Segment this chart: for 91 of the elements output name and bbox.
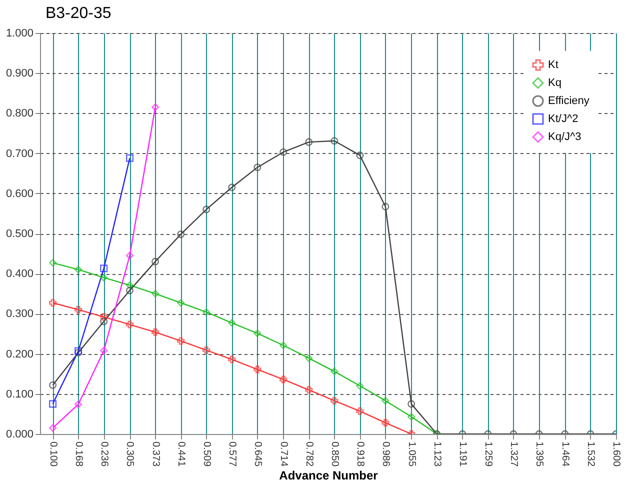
point xyxy=(228,356,236,364)
y-tick-label: 0.000 xyxy=(6,428,34,440)
point xyxy=(305,354,313,362)
x-tick-label: 1.055 xyxy=(406,442,417,467)
x-tick-label: 0.782 xyxy=(303,442,314,467)
point xyxy=(356,152,364,160)
x-tick-label: 0.986 xyxy=(380,442,391,467)
point xyxy=(280,376,288,384)
point xyxy=(228,319,236,327)
x-tick-label: 0.918 xyxy=(354,442,366,467)
y-tick-label: 1.000 xyxy=(6,28,34,40)
y-tick-label: 0.700 xyxy=(6,148,34,160)
chart-title: B3-20-35 xyxy=(45,5,112,22)
x-tick-label: 1.259 xyxy=(482,442,494,467)
point xyxy=(100,313,108,321)
point xyxy=(100,264,108,272)
x-tick-label: 0.168 xyxy=(72,442,84,467)
point xyxy=(74,266,82,274)
x-tick-label: 1.395 xyxy=(534,442,545,467)
point xyxy=(126,281,134,289)
point xyxy=(382,396,390,404)
point xyxy=(305,138,313,146)
point xyxy=(254,164,262,172)
point xyxy=(177,299,185,307)
legend-label: Kq xyxy=(548,77,562,89)
x-axis-title: Advance Number xyxy=(279,468,378,483)
y-tick-label: 0.200 xyxy=(6,348,34,360)
point xyxy=(49,424,57,432)
x-tick-label: 0.714 xyxy=(278,442,289,467)
x-tick-label: 0.850 xyxy=(328,442,340,467)
x-tick-label: 0.373 xyxy=(150,442,161,467)
point xyxy=(100,346,108,354)
legend-label: Kt xyxy=(548,59,558,71)
point xyxy=(408,400,416,408)
x-tick-label: 0.305 xyxy=(124,442,136,467)
point xyxy=(254,330,262,338)
point xyxy=(382,419,390,427)
x-tick-label: 1.464 xyxy=(559,442,570,467)
point xyxy=(202,308,210,316)
point xyxy=(74,306,82,314)
point xyxy=(126,286,134,294)
y-tick-label: 0.800 xyxy=(6,108,34,120)
point xyxy=(330,137,338,145)
point xyxy=(126,154,134,162)
y-tick-label: 0.400 xyxy=(6,268,34,280)
point xyxy=(152,328,160,336)
point xyxy=(152,290,160,298)
point xyxy=(254,366,262,374)
x-tick-label: 0.236 xyxy=(98,442,110,467)
point xyxy=(49,400,57,408)
y-tick-label: 0.100 xyxy=(6,388,34,400)
y-tick-label: 0.900 xyxy=(6,68,34,80)
y-tick-label: 0.500 xyxy=(6,228,34,240)
point xyxy=(49,299,57,307)
point xyxy=(177,230,185,238)
x-tick-label: 1.123 xyxy=(431,442,442,467)
point xyxy=(177,337,185,345)
x-tick-label: 1.532 xyxy=(584,442,596,467)
y-tick-label: 0.600 xyxy=(6,188,34,200)
point xyxy=(152,258,160,266)
point xyxy=(49,259,57,267)
x-tick-label: 0.577 xyxy=(226,442,238,467)
legend-label: Kq/J^3 xyxy=(548,131,582,143)
point xyxy=(126,320,134,328)
point xyxy=(382,202,390,210)
point xyxy=(408,412,416,421)
point xyxy=(202,206,210,214)
x-tick-label: 0.441 xyxy=(175,442,186,467)
legend-label: Kt/J^2 xyxy=(548,113,578,125)
x-tick-label: 1.327 xyxy=(508,442,519,467)
point xyxy=(100,318,108,326)
legend-label: Efficieny xyxy=(548,95,590,107)
point xyxy=(228,184,236,192)
point xyxy=(356,382,364,390)
x-tick-label: 1.191 xyxy=(456,442,468,467)
point xyxy=(280,148,288,156)
x-tick-label: 0.100 xyxy=(47,442,58,467)
y-tick-label: 0.300 xyxy=(6,308,34,320)
point xyxy=(74,400,82,408)
point xyxy=(126,252,134,260)
x-tick-label: 1.600 xyxy=(610,442,622,467)
point xyxy=(280,342,288,350)
point xyxy=(100,274,108,282)
point xyxy=(330,368,338,376)
point xyxy=(202,346,210,354)
x-tick-label: 0.509 xyxy=(200,442,212,467)
point xyxy=(356,407,364,415)
point xyxy=(330,396,338,404)
x-tick-label: 0.645 xyxy=(252,442,263,467)
point xyxy=(152,103,160,111)
point xyxy=(305,386,313,394)
